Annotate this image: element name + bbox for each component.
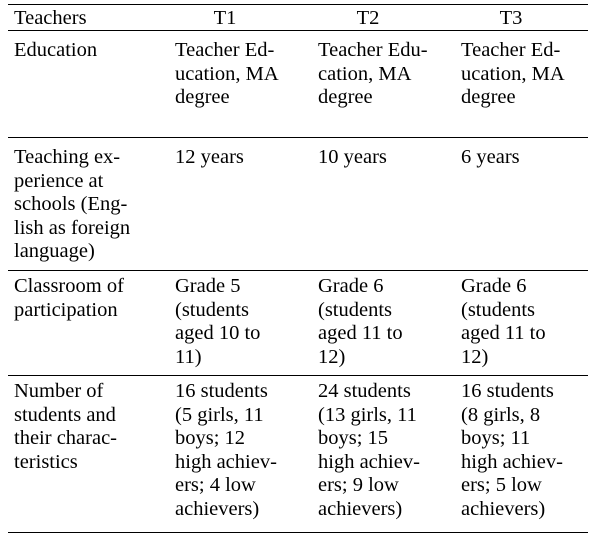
table-row-education: Education Teacher Ed- ucation, MA degree… [8, 31, 588, 138]
cell-classroom-t3: Grade 6 (students aged 11 to 12) [461, 275, 546, 368]
cell-students-t3: 16 students (8 girls, 8 boys; 11 high ac… [461, 380, 563, 520]
header-cell-t3: T3 [499, 7, 523, 29]
cell-experience-t1: 12 years [175, 146, 244, 168]
table-header-row: Teachers T1 T2 T3 [8, 5, 588, 31]
table-row-classroom: Classroom of participation Grade 5 (stud… [8, 271, 588, 376]
table-row-students: Number of students and their charac- ter… [8, 376, 588, 532]
cell-students-t1: 16 students (5 girls, 11 boys; 12 high a… [175, 380, 277, 520]
cell-students-t2: 24 students (13 girls, 11 boys; 15 high … [318, 380, 420, 520]
row-label-classroom: Classroom of participation [14, 275, 124, 321]
cell-classroom-t1: Grade 5 (students aged 10 to 11) [175, 275, 261, 368]
header-cell-t2: T2 [356, 7, 380, 29]
cell-classroom-t2: Grade 6 (students aged 11 to 12) [318, 275, 403, 368]
header-cell-t1: T1 [213, 7, 237, 29]
cell-experience-t2: 10 years [318, 146, 387, 168]
cell-experience-t3: 6 years [461, 146, 520, 168]
row-label-education: Education [14, 39, 98, 61]
cell-education-t3: Teacher Ed- ucation, MA degree [461, 39, 565, 108]
cell-education-t2: Teacher Edu- cation, MA degree [318, 39, 428, 108]
row-label-teaching-experience: Teaching ex- perience at schools (Eng- l… [14, 146, 131, 262]
header-cell-teachers: Teachers [14, 7, 87, 29]
cell-education-t1: Teacher Ed- ucation, MA degree [175, 39, 279, 108]
row-label-students: Number of students and their charac- ter… [14, 380, 117, 473]
table-row-teaching-experience: Teaching ex- perience at schools (Eng- l… [8, 138, 588, 271]
teacher-characteristics-table: Teachers T1 T2 T3 Education Teacher Ed- … [8, 4, 588, 533]
